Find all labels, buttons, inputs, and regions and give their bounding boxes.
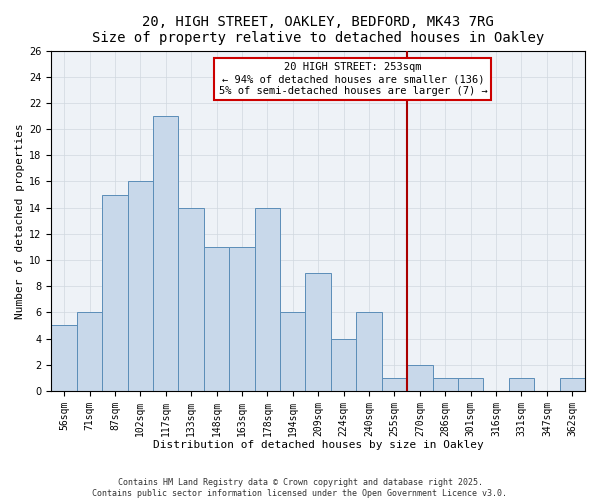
Bar (509, 378, 534, 391)
Bar (52, 326, 77, 391)
X-axis label: Distribution of detached houses by size in Oakley: Distribution of detached houses by size … (153, 440, 484, 450)
Bar (204, 247, 229, 391)
Bar (560, 378, 585, 391)
Y-axis label: Number of detached properties: Number of detached properties (15, 123, 25, 318)
Bar (382, 378, 407, 391)
Bar (458, 378, 484, 391)
Bar (407, 364, 433, 391)
Bar (229, 247, 254, 391)
Bar (280, 312, 305, 391)
Bar (305, 273, 331, 391)
Title: 20, HIGH STREET, OAKLEY, BEDFORD, MK43 7RG
Size of property relative to detached: 20, HIGH STREET, OAKLEY, BEDFORD, MK43 7… (92, 15, 544, 45)
Bar (178, 208, 204, 391)
Bar (77, 312, 102, 391)
Bar (128, 182, 153, 391)
Bar (254, 208, 280, 391)
Text: 20 HIGH STREET: 253sqm
← 94% of detached houses are smaller (136)
5% of semi-det: 20 HIGH STREET: 253sqm ← 94% of detached… (218, 62, 487, 96)
Bar (102, 194, 128, 391)
Bar (356, 312, 382, 391)
Bar (433, 378, 458, 391)
Text: Contains HM Land Registry data © Crown copyright and database right 2025.
Contai: Contains HM Land Registry data © Crown c… (92, 478, 508, 498)
Bar (331, 338, 356, 391)
Bar (153, 116, 178, 391)
